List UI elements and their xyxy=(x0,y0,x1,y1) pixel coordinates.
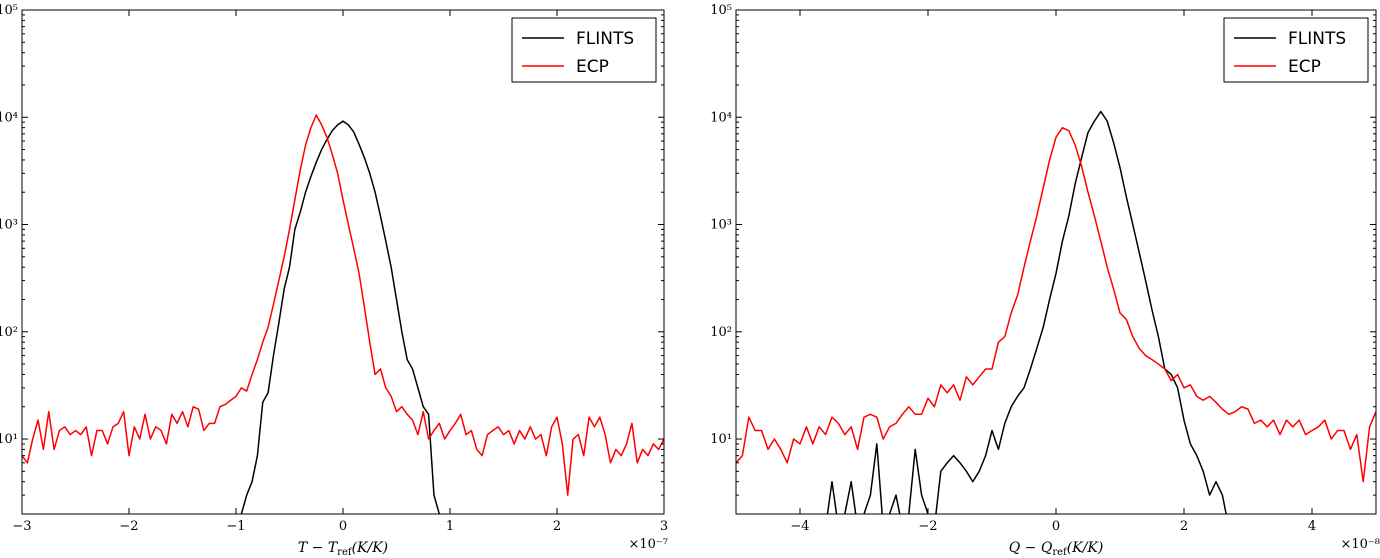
x-tick-label: −4 xyxy=(790,519,809,534)
legend-box xyxy=(1223,17,1369,83)
y-tick-label: 10² xyxy=(710,325,732,340)
series-group xyxy=(736,110,1376,514)
legend-label-ecp: ECP xyxy=(1288,57,1321,77)
y-tick-label: 10⁵ xyxy=(0,3,18,18)
y-tick-label: 10² xyxy=(0,325,18,340)
legend: FLINTS ECP xyxy=(1223,17,1369,83)
series-line-ecp xyxy=(736,126,1376,483)
x-axis-label-subscript: ref xyxy=(1052,547,1068,558)
legend-label-flints: FLINTS xyxy=(1288,29,1346,49)
series-group xyxy=(22,114,664,514)
x-axis-multiplier: ×10⁻⁸ xyxy=(1340,537,1380,552)
x-tick-label: 4 xyxy=(1308,519,1316,534)
y-tick-label: 10⁵ xyxy=(710,3,732,18)
x-tick-label: 2 xyxy=(553,519,561,534)
x-axis-multiplier: ×10⁻⁷ xyxy=(628,537,668,552)
x-tick-label: −2 xyxy=(918,519,937,534)
right-chart-panel: −4 −2 0 2 4 10¹ 10² 10³ 10⁴ 10⁵ ×10⁻⁸ Q − Qref(K/K)… xyxy=(710,3,1380,558)
x-axis-label-tail: (K/K) xyxy=(1067,540,1104,556)
y-tick-label: 10⁴ xyxy=(0,110,18,125)
x-tick-label: 3 xyxy=(660,519,668,534)
x-tick-label: 0 xyxy=(339,519,347,534)
y-tick-label: 10¹ xyxy=(0,432,18,447)
x-tick-label: −2 xyxy=(119,519,138,534)
plot-frame xyxy=(21,9,665,515)
y-tick-label: 10³ xyxy=(710,218,732,233)
x-tick-label: −3 xyxy=(12,519,31,534)
series-line-flints xyxy=(240,120,441,514)
left-chart-panel: −3 −2 −1 0 1 2 3 10¹ 10² 10³ 10⁴ 10⁵ ×10⁻⁷ T − Tref(K… xyxy=(0,3,668,558)
x-tick-label: 1 xyxy=(446,519,454,534)
x-tick-label: 2 xyxy=(1180,519,1188,534)
y-tick-label: 10³ xyxy=(0,218,18,233)
x-axis-label-tail: (K/K) xyxy=(352,540,389,556)
legend-label-flints: FLINTS xyxy=(576,29,634,49)
plot-frame xyxy=(735,9,1377,515)
x-axis-label-subscript: ref xyxy=(337,547,353,558)
x-axis-label-main: Q − Q xyxy=(1009,540,1053,556)
x-axis-label: T − Tref(K/K) xyxy=(298,540,388,558)
legend-box xyxy=(511,17,657,83)
x-tick-label: −1 xyxy=(226,519,245,534)
x-axis-label-main: T − T xyxy=(298,540,339,556)
x-axis-label: Q − Qref(K/K) xyxy=(1009,540,1104,558)
legend: FLINTS ECP xyxy=(511,17,657,83)
legend-label-ecp: ECP xyxy=(576,57,609,77)
y-tick-label: 10⁴ xyxy=(710,110,732,125)
series-line-flints xyxy=(826,110,1227,514)
series-line-ecp xyxy=(22,114,664,496)
y-tick-label: 10¹ xyxy=(710,432,732,447)
x-tick-label: 0 xyxy=(1052,519,1060,534)
